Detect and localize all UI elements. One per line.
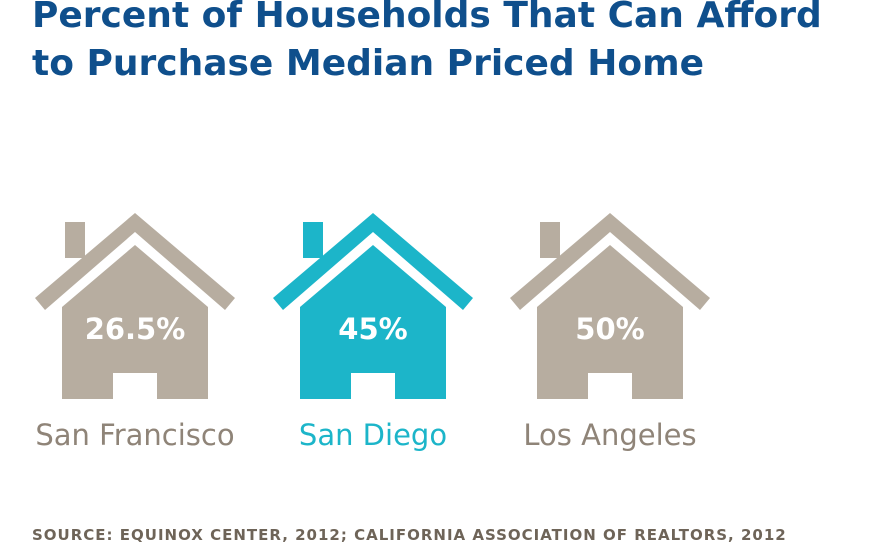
chart-title-line-2: to Purchase Median Priced Home (32, 43, 705, 84)
house-roof (510, 213, 710, 310)
chart-title: Percent of Households That Can Afford to… (32, 0, 822, 88)
source-note: SOURCE: EQUINOX CENTER, 2012; CALIFORNIA… (32, 526, 787, 544)
house-body (300, 245, 446, 399)
house-roof (273, 213, 473, 310)
house-san-francisco: 26.5% San Francisco (35, 213, 235, 452)
category-label: Los Angeles (523, 418, 696, 452)
house-roof (35, 213, 235, 310)
data-label: 45% (338, 312, 407, 346)
house-chimney (303, 222, 323, 258)
house-chimney (540, 222, 560, 258)
house-san-diego: 45% San Diego (273, 213, 473, 452)
chart-title-line-1: Percent of Households That Can Afford (32, 0, 822, 36)
data-label: 26.5% (85, 312, 186, 346)
house-body (62, 245, 208, 399)
house-chimney (65, 222, 85, 258)
data-label: 50% (575, 312, 644, 346)
house-los-angeles: 50% Los Angeles (510, 213, 710, 452)
house-body (537, 245, 683, 399)
category-label: San Francisco (35, 418, 234, 452)
category-label: San Diego (299, 418, 447, 452)
